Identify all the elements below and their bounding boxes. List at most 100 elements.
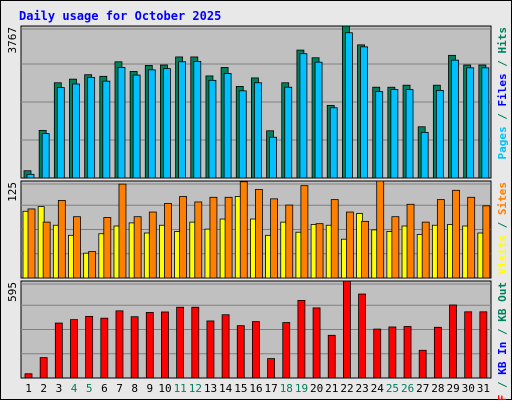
bar-files-25	[390, 89, 399, 179]
x-tick-label-30: 30	[462, 382, 475, 395]
x-tick-label-25: 25	[386, 382, 399, 395]
bar-kb-f-6	[100, 317, 109, 379]
bar-kb-f-5	[85, 315, 94, 379]
x-tick-label-21: 21	[325, 382, 338, 395]
bar-kb-f-10	[161, 311, 169, 379]
bar-kb-f-12	[191, 306, 200, 379]
bar-sites-19	[300, 185, 309, 279]
bar-sites-10	[164, 203, 172, 279]
bar-kb-f-21	[327, 334, 336, 379]
bar-kb-f-30	[464, 311, 473, 379]
bar-sites-22	[345, 211, 354, 279]
bar-sites-6	[103, 217, 112, 279]
legend-kb: KB F / KB In / KB Out	[496, 282, 509, 400]
bar-sites-25	[391, 216, 400, 279]
chart-title: Daily usage for October 2025	[19, 9, 221, 23]
bar-sites-16	[255, 189, 263, 279]
bar-kb-f-14	[221, 314, 230, 379]
bar-files-26	[405, 89, 414, 179]
bar-files-12	[193, 60, 202, 179]
bar-files-31	[481, 67, 490, 179]
x-tick-label-1: 1	[25, 382, 32, 395]
bar-files-6	[102, 80, 111, 179]
bar-kb-f-3	[54, 322, 63, 379]
bar-kb-f-13	[206, 320, 215, 379]
legend-entry: /	[496, 54, 509, 74]
bar-files-8	[132, 74, 141, 179]
bar-files-14	[223, 73, 232, 179]
bar-files-30	[466, 67, 475, 179]
x-tick-label-5: 5	[86, 382, 93, 395]
x-tick-label-26: 26	[401, 382, 414, 395]
x-tick-label-16: 16	[249, 382, 262, 395]
bar-files-20	[314, 61, 323, 179]
bar-sites-27	[421, 221, 430, 279]
bar-sites-20	[315, 223, 324, 279]
bar-sites-4	[73, 216, 81, 279]
bar-kb-f-27	[418, 349, 427, 379]
axis-max-label-kb: 595	[6, 282, 19, 302]
bar-sites-13	[209, 196, 218, 279]
x-tick-label-27: 27	[416, 382, 429, 395]
bar-sites-30	[467, 196, 476, 279]
bar-sites-11	[179, 196, 188, 279]
bar-files-28	[435, 90, 444, 179]
legend-entry: /	[496, 107, 509, 127]
legend-entry: Hits	[496, 27, 509, 54]
legend-entry: /	[496, 215, 509, 235]
x-tick-label-23: 23	[356, 382, 369, 395]
bar-kb-f-22	[342, 280, 351, 379]
x-tick-label-7: 7	[116, 382, 123, 395]
bar-kb-f-1	[24, 373, 33, 379]
bar-sites-17	[270, 198, 278, 279]
bar-sites-3	[57, 199, 66, 279]
x-tick-label-9: 9	[147, 382, 154, 395]
bar-files-17	[269, 136, 277, 179]
bar-files-4	[72, 83, 80, 179]
bar-kb-f-26	[403, 326, 412, 379]
bar-sites-9	[148, 211, 157, 279]
bar-sites-12	[194, 201, 203, 279]
bar-kb-f-23	[358, 293, 366, 379]
x-tick-label-22: 22	[340, 382, 353, 395]
x-tick-label-28: 28	[431, 382, 444, 395]
bar-sites-21	[330, 199, 339, 279]
bar-sites-24	[376, 180, 385, 279]
x-tick-label-20: 20	[310, 382, 323, 395]
x-tick-label-4: 4	[71, 382, 78, 395]
x-tick-label-14: 14	[219, 382, 233, 395]
bar-files-15	[238, 90, 247, 179]
panel-kb: 595 KB F / KB In / KB Out	[6, 280, 509, 404]
bar-kb-f-20	[312, 307, 321, 379]
bar-sites-14	[224, 196, 233, 279]
x-tick-label-12: 12	[189, 382, 202, 395]
bar-sites-23	[361, 220, 369, 279]
bar-files-22	[344, 32, 353, 179]
bar-kb-f-7	[115, 310, 124, 379]
bar-kb-f-17	[267, 358, 275, 379]
bar-kb-f-16	[252, 321, 260, 379]
bar-kb-f-4	[70, 319, 78, 379]
bar-sites-1	[27, 208, 36, 279]
bar-kb-f-2	[39, 357, 48, 379]
bar-files-27	[420, 131, 429, 179]
x-tick-label-3: 3	[56, 382, 63, 395]
x-tick-label-24: 24	[371, 382, 385, 395]
bar-sites-5	[88, 251, 97, 279]
bar-files-9	[147, 69, 156, 179]
bar-sites-26	[406, 203, 415, 279]
legend-entry: Pages	[496, 126, 509, 159]
bar-files-19	[299, 53, 308, 179]
bar-files-13	[208, 79, 217, 179]
bar-kb-f-29	[449, 304, 457, 379]
x-tick-label-2: 2	[40, 382, 47, 395]
bar-sites-18	[285, 204, 294, 279]
legend-sites-visits: Visits / Sites	[496, 182, 509, 275]
bar-files-2	[41, 133, 50, 179]
legend-entry: KB In	[496, 342, 509, 375]
legend-entry: Visits	[496, 235, 509, 275]
bar-sites-31	[482, 205, 491, 279]
bar-kb-f-31	[479, 311, 488, 379]
bar-kb-f-11	[176, 306, 185, 379]
